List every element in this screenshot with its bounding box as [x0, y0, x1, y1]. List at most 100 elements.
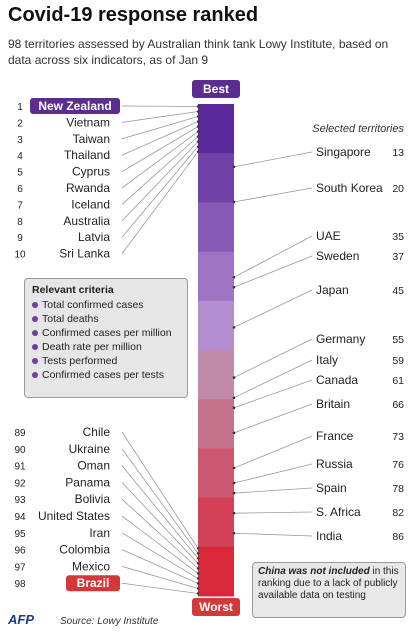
territory-label: Australia — [63, 214, 110, 228]
leader-line — [121, 566, 199, 589]
selected-territory-rank: 55 — [392, 334, 404, 346]
rank-marker — [232, 431, 236, 435]
leader-line — [121, 121, 199, 156]
leader-line — [233, 187, 313, 203]
selected-territory-rank: 59 — [392, 355, 404, 367]
rank-marker — [196, 582, 200, 585]
best-label: Best — [203, 82, 229, 96]
selected-territory-label: Spain — [316, 481, 347, 495]
territory-label: Iceland — [71, 197, 110, 211]
leader-line — [121, 131, 199, 189]
criteria-item: Tests performed — [32, 355, 187, 367]
scale-band — [198, 399, 234, 449]
chart-title: Covid-19 response ranked — [8, 4, 259, 26]
rank-marker — [232, 406, 236, 410]
rank-number: 10 — [14, 250, 26, 261]
rank-number: 89 — [14, 428, 26, 439]
rank-marker — [232, 491, 236, 495]
rank-number: 91 — [14, 462, 26, 473]
rank-marker — [232, 275, 236, 279]
scale-band — [198, 546, 234, 597]
rank-marker — [196, 150, 200, 153]
leader-line — [233, 289, 313, 328]
leader-line — [121, 431, 199, 549]
selected-territory-rank: 20 — [392, 183, 404, 195]
rank-number: 2 — [17, 118, 23, 129]
selected-territory-label: Canada — [316, 373, 358, 387]
leader-line — [121, 532, 199, 579]
selected-territory-rank: 76 — [392, 459, 404, 471]
best-label-box — [192, 80, 240, 98]
selected-territory-label: India — [316, 529, 342, 543]
scale-band — [198, 251, 234, 302]
leader-line — [233, 511, 313, 514]
selected-territory-label: South Korea — [316, 181, 383, 195]
bullet-icon — [32, 330, 38, 337]
highlight-box — [66, 575, 120, 592]
bullet-icon — [32, 358, 38, 365]
rank-marker — [196, 115, 200, 118]
rank-marker — [196, 140, 200, 143]
scale-band — [198, 202, 234, 253]
leader-line — [121, 146, 199, 238]
selected-territory-rank: 13 — [392, 147, 404, 159]
territory-label: Iran — [89, 526, 110, 540]
leader-line — [233, 235, 313, 278]
territory-label: Rwanda — [66, 181, 110, 195]
leader-line — [121, 105, 199, 107]
territory-label: Vietnam — [66, 115, 110, 129]
rank-number: 8 — [17, 217, 23, 228]
source-text: Source: Lowy Institute — [60, 616, 159, 627]
selected-territory-rank: 82 — [392, 507, 404, 519]
leader-line — [233, 532, 313, 537]
rank-number: 97 — [14, 562, 26, 573]
rank-marker — [196, 125, 200, 128]
rank-number: 3 — [17, 135, 23, 146]
rank-marker — [196, 110, 200, 113]
rank-marker — [232, 326, 236, 329]
rank-marker — [196, 120, 200, 123]
rank-marker — [232, 165, 236, 169]
rank-marker — [196, 587, 200, 590]
leader-line — [121, 582, 199, 594]
criteria-item: Confirmed cases per million — [32, 327, 187, 339]
rank-marker — [196, 562, 200, 565]
rank-number: 9 — [17, 233, 23, 244]
criteria-item: Total confirmed cases — [32, 299, 187, 311]
rank-number: 5 — [17, 168, 23, 179]
selected-territory-rank: 45 — [392, 285, 404, 297]
criteria-item: Confirmed cases per tests — [32, 369, 187, 381]
leader-line — [121, 126, 199, 172]
leader-line — [233, 435, 313, 469]
leader-line — [233, 403, 313, 434]
rank-marker — [196, 572, 200, 575]
rank-number: 94 — [14, 512, 26, 523]
leader-line — [121, 498, 199, 569]
leader-line — [233, 338, 313, 378]
selected-territory-rank: 61 — [392, 375, 404, 387]
bullet-icon — [32, 372, 38, 379]
selected-territory-label: Italy — [316, 353, 338, 367]
leader-line — [121, 515, 199, 574]
rank-number: 92 — [14, 478, 26, 489]
leader-line — [121, 151, 199, 254]
leader-line — [121, 136, 199, 205]
leader-line — [233, 463, 313, 484]
bullet-icon — [32, 344, 38, 351]
leader-line — [233, 151, 313, 168]
selected-territory-rank: 78 — [392, 483, 404, 495]
territory-label: New Zealand — [38, 99, 111, 113]
territory-label: Cyprus — [72, 165, 110, 179]
selected-territory-rank: 73 — [392, 431, 404, 443]
leader-line — [121, 465, 199, 559]
rank-marker — [196, 105, 200, 108]
rank-marker — [196, 547, 200, 550]
scale-band — [198, 153, 234, 203]
afp-logo: AFP — [8, 612, 34, 627]
leader-line — [121, 141, 199, 222]
selected-territory-rank: 86 — [392, 531, 404, 543]
selected-territory-label: Germany — [316, 332, 365, 346]
rank-marker — [196, 577, 200, 580]
rank-marker — [232, 376, 236, 379]
rank-marker — [196, 552, 200, 555]
